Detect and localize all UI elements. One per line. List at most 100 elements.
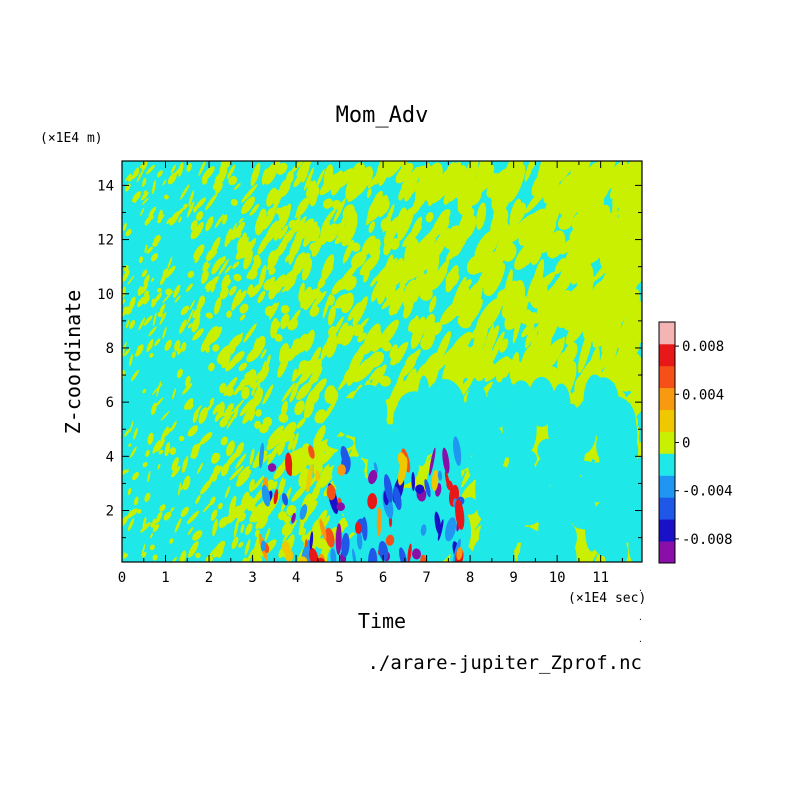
contour-cell	[171, 388, 177, 400]
contour-cell	[283, 515, 291, 524]
contour-cell	[263, 161, 281, 182]
contour-cell	[225, 451, 239, 468]
contour-cell	[150, 532, 153, 539]
contour-cell	[295, 251, 305, 272]
contour-cell	[150, 277, 155, 282]
contour-cell	[474, 230, 495, 260]
contour-cell	[187, 425, 199, 437]
contour-cell	[476, 202, 487, 230]
contour-cell	[326, 436, 354, 450]
contour-cell	[411, 472, 416, 491]
contour-cell	[368, 469, 378, 485]
contour-cell	[259, 442, 264, 469]
contour-cell	[198, 407, 208, 424]
contour-cell	[150, 522, 156, 528]
x-tick-label: 2	[205, 570, 213, 586]
contour-cell	[174, 340, 181, 352]
contour-cell	[484, 270, 501, 294]
contour-cell	[415, 484, 425, 494]
contour-cell	[244, 372, 252, 380]
contour-cell	[267, 250, 278, 269]
contour-cell	[311, 519, 320, 536]
contour-cell	[205, 312, 213, 319]
contour-cell	[218, 516, 229, 529]
contour-cell	[232, 261, 240, 269]
contour-cell	[285, 255, 290, 263]
contour-cell	[448, 228, 465, 257]
contour-cell	[484, 356, 509, 382]
contour-cell	[143, 315, 153, 326]
contour-cell	[225, 387, 234, 397]
contour-cell	[249, 368, 265, 388]
contour-cell	[211, 452, 218, 460]
contour-cell	[216, 345, 231, 363]
contour-cell	[442, 447, 450, 474]
contour-cell	[308, 346, 322, 371]
contour-cell	[331, 199, 342, 210]
contour-cell	[171, 351, 176, 359]
contour-cell	[281, 382, 296, 402]
x-tick-label: 11	[592, 570, 609, 586]
contour-cell	[286, 170, 294, 184]
contour-cell	[579, 219, 599, 255]
colorbar: 0.008 0.004 0 -0.004 -0.008	[658, 321, 733, 564]
contour-cell	[151, 298, 156, 304]
contour-cell	[253, 534, 260, 559]
contour-cell	[315, 470, 320, 482]
contour-cell	[331, 278, 346, 295]
contour-cell	[432, 448, 472, 472]
contour-cell	[325, 527, 335, 548]
contour-cell	[154, 338, 161, 347]
contour-cell	[379, 375, 391, 387]
contour-cell	[239, 398, 255, 417]
contour-cell	[296, 417, 306, 429]
contour-cell	[228, 285, 237, 296]
contour-cell	[278, 225, 289, 240]
contour-cell	[288, 439, 294, 451]
contour-cell	[210, 236, 221, 257]
contour-cell	[228, 495, 237, 515]
contour-cell	[417, 375, 431, 431]
contour-cell	[205, 193, 218, 211]
y-tick-label: 10	[97, 287, 114, 303]
contour-cell	[258, 264, 267, 289]
contour-cell	[317, 278, 326, 289]
contour-cell	[252, 475, 265, 491]
contour-cell	[431, 342, 447, 375]
contour-cell	[286, 504, 297, 516]
contour-cell	[565, 200, 579, 220]
contour-cell	[228, 175, 238, 186]
contour-cell	[457, 198, 472, 216]
contour-cell	[245, 523, 253, 535]
contour-cell	[298, 364, 316, 385]
contour-cell	[315, 169, 325, 189]
contour-cell	[289, 382, 299, 403]
contour-cell	[141, 191, 149, 201]
contour-cell	[355, 366, 364, 381]
x-tick-label: 8	[466, 570, 474, 586]
contour-cell	[190, 220, 198, 231]
contour-cell	[434, 511, 442, 535]
contour-cell	[171, 457, 179, 471]
contour-cell	[340, 445, 349, 465]
contour-cell	[381, 271, 399, 291]
contour-cell	[363, 267, 370, 283]
x-axis-unit: (×1E4 sec)	[568, 591, 646, 606]
contour-cell	[499, 338, 509, 353]
contour-cell	[297, 333, 309, 353]
contour-cell	[170, 421, 177, 432]
contour-cell	[157, 463, 161, 470]
contour-cell	[415, 273, 427, 286]
contour-cell	[230, 198, 238, 206]
contour-cell	[180, 342, 187, 352]
colorbar-tick-label: -0.008	[682, 532, 733, 548]
contour-cell	[186, 308, 195, 326]
contour-cell	[404, 182, 414, 200]
contour-cell	[453, 346, 472, 367]
contour-cell	[431, 183, 451, 204]
contour-cell	[373, 462, 378, 473]
contour-cell	[140, 521, 151, 533]
contour-cell	[150, 253, 159, 262]
contour-cell	[136, 169, 144, 183]
contour-cell	[200, 432, 213, 445]
